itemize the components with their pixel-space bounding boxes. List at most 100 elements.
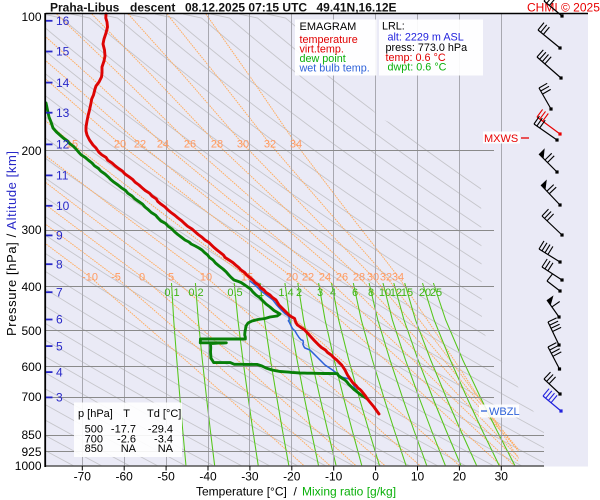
svg-text:10: 10 bbox=[379, 287, 391, 299]
svg-text:100: 100 bbox=[21, 10, 41, 24]
svg-text:14: 14 bbox=[56, 76, 70, 90]
svg-text:alt: 2229 m ASL: alt: 2229 m ASL bbox=[388, 32, 464, 44]
svg-text:0: 0 bbox=[372, 470, 379, 484]
svg-text:15: 15 bbox=[401, 287, 413, 299]
svg-text:7: 7 bbox=[56, 285, 63, 299]
svg-text:26: 26 bbox=[336, 272, 348, 284]
svg-text:8: 8 bbox=[368, 287, 374, 299]
svg-text:16: 16 bbox=[56, 14, 70, 28]
svg-text:0.1: 0.1 bbox=[164, 287, 179, 299]
svg-text:600: 600 bbox=[21, 360, 41, 374]
svg-text:24: 24 bbox=[319, 272, 331, 284]
svg-text:25: 25 bbox=[430, 287, 442, 299]
svg-text:0.5: 0.5 bbox=[227, 287, 242, 299]
svg-text:temperature: temperature bbox=[300, 34, 358, 46]
svg-text:20: 20 bbox=[419, 287, 431, 299]
svg-text:3: 3 bbox=[317, 287, 323, 299]
svg-text:08.12.2025 07:15 UTC: 08.12.2025 07:15 UTC bbox=[185, 1, 307, 15]
svg-text:-60: -60 bbox=[116, 470, 134, 484]
svg-text:12: 12 bbox=[56, 138, 70, 152]
svg-text:-2.6: -2.6 bbox=[117, 433, 136, 445]
svg-text:1: 1 bbox=[258, 287, 264, 299]
svg-text:0.2: 0.2 bbox=[188, 287, 203, 299]
svg-text:-3.4: -3.4 bbox=[154, 433, 173, 445]
svg-text:Td [°C]: Td [°C] bbox=[147, 408, 181, 420]
svg-text:5: 5 bbox=[168, 272, 174, 284]
svg-text:500: 500 bbox=[21, 324, 41, 338]
svg-text:1.4: 1.4 bbox=[278, 287, 293, 299]
svg-text:32: 32 bbox=[380, 272, 392, 284]
svg-text:4: 4 bbox=[330, 287, 336, 299]
svg-text:Pressure [hPa] / Altitude [km]: Pressure [hPa] / Altitude [km] bbox=[4, 150, 19, 336]
svg-text:12: 12 bbox=[390, 287, 402, 299]
svg-text:26: 26 bbox=[184, 139, 196, 151]
svg-text:-40: -40 bbox=[199, 470, 217, 484]
svg-text:temp: 0.6 °C: temp: 0.6 °C bbox=[386, 52, 446, 64]
svg-text:press: 773.0 hPa: press: 773.0 hPa bbox=[386, 42, 468, 54]
svg-text:15: 15 bbox=[56, 45, 70, 59]
svg-text:10: 10 bbox=[200, 272, 212, 284]
svg-text:700: 700 bbox=[21, 390, 41, 404]
svg-text:-29.4: -29.4 bbox=[148, 424, 173, 436]
svg-text:dwpt: 0.6 °C: dwpt: 0.6 °C bbox=[388, 62, 447, 74]
svg-text:-30: -30 bbox=[241, 470, 259, 484]
svg-text:30: 30 bbox=[495, 470, 509, 484]
svg-text:13: 13 bbox=[56, 106, 70, 120]
svg-text:p [hPa]: p [hPa] bbox=[78, 408, 113, 420]
svg-text:MXWS: MXWS bbox=[484, 133, 518, 145]
svg-text:NA: NA bbox=[158, 443, 174, 455]
svg-text:Praha-Libus: Praha-Libus bbox=[50, 1, 120, 15]
svg-text:200: 200 bbox=[21, 144, 41, 158]
svg-text:11: 11 bbox=[56, 169, 69, 183]
svg-text:850: 850 bbox=[85, 443, 103, 455]
svg-text:-10: -10 bbox=[325, 470, 343, 484]
svg-text:6: 6 bbox=[56, 313, 63, 327]
svg-text:-70: -70 bbox=[74, 470, 92, 484]
svg-text:28: 28 bbox=[353, 272, 365, 284]
svg-text:850: 850 bbox=[21, 428, 41, 442]
svg-text:24: 24 bbox=[157, 139, 169, 151]
svg-text:6: 6 bbox=[352, 287, 358, 299]
svg-text:5: 5 bbox=[56, 339, 63, 353]
svg-text:22: 22 bbox=[302, 272, 314, 284]
svg-text:0: 0 bbox=[139, 272, 145, 284]
svg-text:10: 10 bbox=[56, 199, 70, 213]
svg-text:300: 300 bbox=[21, 223, 41, 237]
svg-text:LRL:: LRL: bbox=[382, 21, 405, 33]
svg-text:3: 3 bbox=[56, 391, 63, 405]
svg-text:-5: -5 bbox=[111, 272, 121, 284]
svg-text:925: 925 bbox=[21, 445, 41, 459]
svg-text:20: 20 bbox=[286, 272, 298, 284]
svg-text:-10: -10 bbox=[82, 272, 98, 284]
svg-text:-17.7: -17.7 bbox=[111, 424, 136, 436]
svg-text:30: 30 bbox=[237, 139, 249, 151]
svg-text:30: 30 bbox=[367, 272, 379, 284]
svg-text:Mixing ratio [g/kg]: Mixing ratio [g/kg] bbox=[302, 485, 396, 499]
svg-text:descent: descent bbox=[130, 1, 175, 15]
svg-text:dew point: dew point bbox=[300, 53, 346, 65]
svg-text:WBZL: WBZL bbox=[489, 406, 520, 418]
svg-text:28: 28 bbox=[211, 139, 223, 151]
svg-text:Temperature [°C] /: Temperature [°C] / bbox=[196, 485, 298, 499]
svg-text:32: 32 bbox=[264, 139, 276, 151]
svg-text:700: 700 bbox=[85, 433, 103, 445]
svg-text:-20: -20 bbox=[283, 470, 301, 484]
svg-text:34: 34 bbox=[290, 139, 302, 151]
svg-text:CHMI © 2025: CHMI © 2025 bbox=[527, 1, 600, 15]
svg-text:NA: NA bbox=[121, 443, 137, 455]
svg-text:wet bulb temp.: wet bulb temp. bbox=[299, 63, 370, 75]
svg-text:20: 20 bbox=[453, 470, 467, 484]
svg-text:T: T bbox=[123, 408, 130, 420]
svg-text:1000: 1000 bbox=[15, 459, 42, 473]
svg-text:virt.temp.: virt.temp. bbox=[300, 44, 344, 56]
svg-text:4: 4 bbox=[56, 365, 63, 379]
svg-text:22: 22 bbox=[134, 139, 146, 151]
svg-text:9: 9 bbox=[56, 229, 63, 243]
svg-text:20: 20 bbox=[114, 139, 126, 151]
svg-text:49.41N,16.12E: 49.41N,16.12E bbox=[317, 1, 397, 15]
svg-text:-50: -50 bbox=[157, 470, 175, 484]
svg-text:400: 400 bbox=[21, 280, 41, 294]
svg-text:8: 8 bbox=[56, 257, 63, 271]
svg-text:34: 34 bbox=[392, 272, 404, 284]
svg-text:EMAGRAM: EMAGRAM bbox=[300, 21, 357, 33]
